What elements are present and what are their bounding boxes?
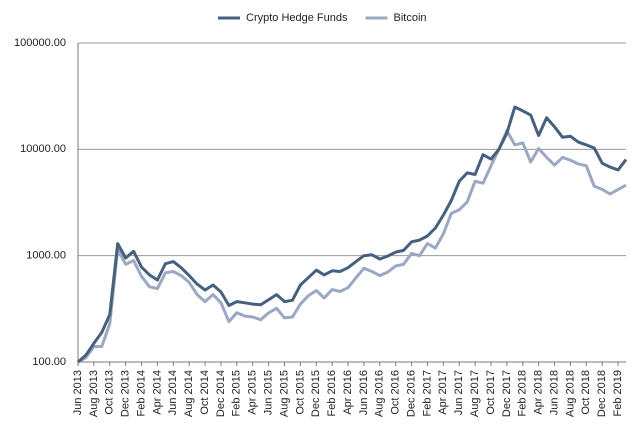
x-tick-label: Jun 2013 xyxy=(72,370,84,415)
x-tick-label: Apr 2018 xyxy=(533,370,545,415)
y-tick-label: 100.00 xyxy=(32,356,66,368)
x-tick-label: Aug 2014 xyxy=(183,370,195,417)
x-tick-label: Jun 2015 xyxy=(263,370,275,415)
legend-label: Crypto Hedge Funds xyxy=(246,12,348,24)
x-tick-label: Feb 2017 xyxy=(421,370,433,416)
x-tick-label: Apr 2016 xyxy=(342,370,354,415)
x-tick-label: Feb 2016 xyxy=(326,370,338,416)
x-tick-label: Dec 2013 xyxy=(120,370,132,417)
x-tick-label: Dec 2015 xyxy=(310,370,322,417)
x-tick-label: Feb 2019 xyxy=(612,370,624,416)
x-tick-label: Feb 2015 xyxy=(231,370,243,416)
x-tick-label: Jun 2016 xyxy=(358,370,370,415)
x-tick-label: Jun 2017 xyxy=(453,370,465,415)
x-tick-label: Dec 2018 xyxy=(596,370,608,417)
x-tick-label: Oct 2015 xyxy=(294,370,306,415)
x-tick-label: Oct 2017 xyxy=(485,370,497,415)
x-tick-label: Feb 2014 xyxy=(135,370,147,416)
y-tick-label: 10000.00 xyxy=(20,143,66,155)
x-tick-label: Oct 2014 xyxy=(199,370,211,415)
x-tick-label: Jun 2018 xyxy=(548,370,560,415)
x-tick-label: Aug 2017 xyxy=(469,370,481,417)
x-tick-label: Aug 2015 xyxy=(278,370,290,417)
x-tick-label: Oct 2013 xyxy=(104,370,116,415)
y-tick-label: 100000.00 xyxy=(14,37,66,49)
x-tick-label: Dec 2016 xyxy=(405,370,417,417)
x-tick-label: Feb 2018 xyxy=(517,370,529,416)
x-tick-label: Jun 2014 xyxy=(167,370,179,415)
legend-label: Bitcoin xyxy=(394,12,427,24)
x-tick-label: Aug 2016 xyxy=(374,370,386,417)
x-tick-label: Aug 2013 xyxy=(88,370,100,417)
series-line xyxy=(77,129,627,364)
x-tick-label: Aug 2018 xyxy=(564,370,576,417)
x-tick-label: Apr 2015 xyxy=(247,370,259,415)
x-tick-label: Dec 2014 xyxy=(215,370,227,417)
series-line xyxy=(77,105,628,364)
x-tick-label: Apr 2014 xyxy=(151,370,163,415)
y-tick-label: 1000.00 xyxy=(26,250,66,262)
x-tick-label: Oct 2016 xyxy=(390,370,402,415)
x-tick-label: Apr 2017 xyxy=(437,370,449,415)
x-tick-label: Dec 2017 xyxy=(501,370,513,417)
x-tick-label: Oct 2018 xyxy=(580,370,592,415)
